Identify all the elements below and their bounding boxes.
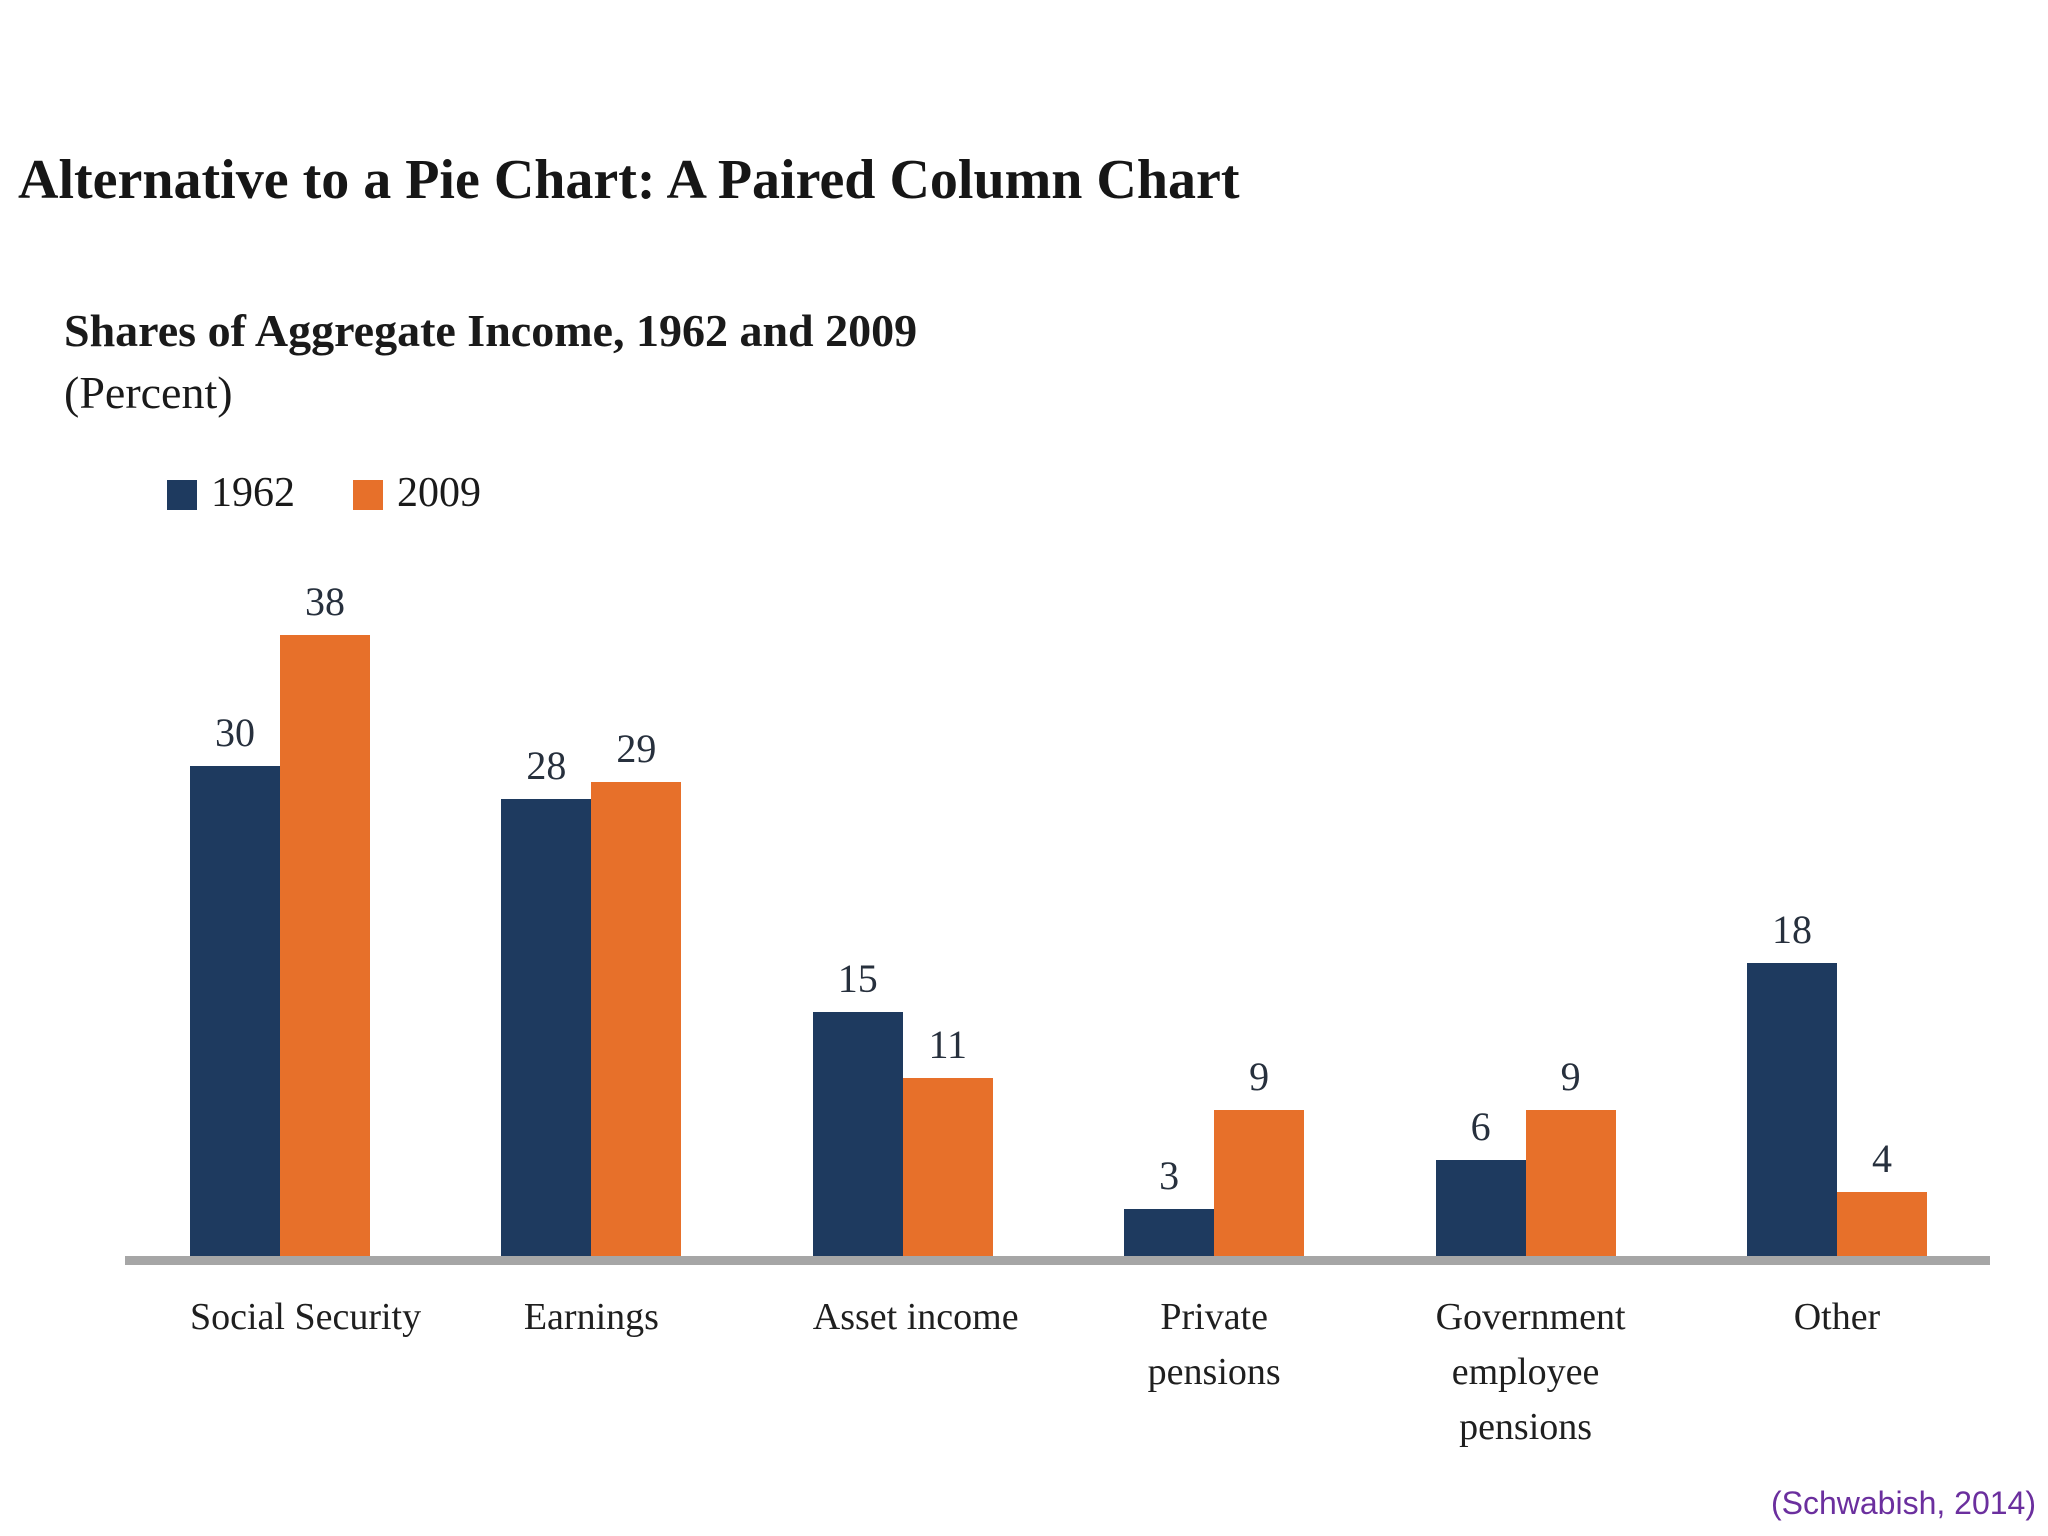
bar-value-label: 30 <box>215 710 255 755</box>
category-label: Asset income <box>812 1290 1019 1455</box>
category-label: Other <box>1747 1290 1927 1455</box>
bar-2009 <box>280 634 370 1258</box>
chart-legend: 1962 2009 <box>167 472 481 518</box>
x-axis-line <box>125 1256 1990 1265</box>
bar-1962 <box>1435 1159 1526 1258</box>
bar-wrap-2009: 38 <box>280 578 370 1258</box>
bar-2009 <box>902 1077 993 1258</box>
category-label-line: Other <box>1793 1296 1881 1338</box>
legend-label-2009: 2009 <box>397 470 481 516</box>
bar-1962 <box>1124 1208 1215 1258</box>
bar-wrap-2009: 9 <box>1214 1054 1305 1258</box>
category-label-line: Social Security <box>190 1296 422 1338</box>
bar-wrap-2009: 29 <box>591 726 682 1258</box>
legend-swatch-2009 <box>353 480 383 510</box>
legend-label-1962: 1962 <box>211 470 295 516</box>
bar-value-label: 9 <box>1560 1054 1581 1100</box>
bar-wrap-1962: 30 <box>190 713 280 1258</box>
bar-wrap-2009: 11 <box>902 1021 993 1258</box>
bar-value-label: 29 <box>616 726 657 772</box>
category-label-line: Government <box>1435 1296 1626 1338</box>
bar-1962 <box>1746 962 1837 1258</box>
bar-1962 <box>501 798 592 1258</box>
category-label-line: pensions <box>1147 1351 1281 1393</box>
chart-unit-label: (Percent) <box>64 367 233 418</box>
slide-title: Alternative to a Pie Chart: A Paired Col… <box>18 149 1240 211</box>
category-label-line: Asset income <box>812 1296 1019 1338</box>
bar-wrap-1962: 18 <box>1746 906 1837 1258</box>
category-label-line: employee <box>1451 1351 1600 1393</box>
bar-value-label: 6 <box>1470 1103 1491 1149</box>
bar-wrap-2009: 4 <box>1836 1136 1927 1258</box>
category-label: Government employee pensions <box>1435 1290 1626 1455</box>
bars-row: 30 38 28 29 15 11 3 9 6 9 18 4 <box>190 578 1927 1258</box>
bar-value-label: 15 <box>837 956 878 1001</box>
bar-wrap-1962: 3 <box>1124 1152 1215 1258</box>
bar-group: 15 11 <box>812 956 993 1258</box>
bar-value-label: 4 <box>1871 1136 1892 1182</box>
category-row: Social Security Earnings Asset income Priva… <box>190 1290 1927 1455</box>
bar-1962 <box>812 1012 903 1258</box>
bar-value-label: 18 <box>1771 906 1812 952</box>
bar-wrap-1962: 6 <box>1435 1103 1526 1258</box>
legend-item-1962: 1962 <box>167 472 295 518</box>
bar-value-label: 38 <box>305 578 345 624</box>
chart-title: Shares of Aggregate Income, 1962 and 200… <box>64 305 918 356</box>
bar-value-label: 28 <box>526 742 567 788</box>
bar-2009 <box>591 782 682 1258</box>
bar-2009 <box>1836 1192 1927 1258</box>
category-label: Private pensions <box>1124 1290 1304 1455</box>
bar-group: 30 38 <box>190 578 370 1258</box>
category-label: Social Security <box>190 1290 422 1455</box>
category-label-line: pensions <box>1459 1406 1593 1448</box>
bar-group: 28 29 <box>501 726 682 1258</box>
bar-value-label: 9 <box>1249 1054 1270 1100</box>
bar-1962 <box>190 766 280 1258</box>
category-label-line: Earnings <box>523 1296 659 1338</box>
bar-wrap-1962: 28 <box>501 742 592 1258</box>
legend-item-2009: 2009 <box>353 472 481 518</box>
legend-swatch-1962 <box>167 480 197 510</box>
bar-wrap-2009: 9 <box>1525 1054 1616 1258</box>
citation: (Schwabish, 2014) <box>1770 1485 2036 1521</box>
category-label-line: Private <box>1160 1296 1268 1338</box>
bar-value-label: 3 <box>1159 1152 1180 1198</box>
bar-2009 <box>1525 1110 1616 1258</box>
bar-2009 <box>1214 1110 1305 1258</box>
category-label: Earnings <box>501 1290 681 1455</box>
bar-value-label: 11 <box>928 1021 968 1067</box>
bar-group: 18 4 <box>1746 906 1927 1258</box>
bar-wrap-1962: 15 <box>812 956 903 1258</box>
